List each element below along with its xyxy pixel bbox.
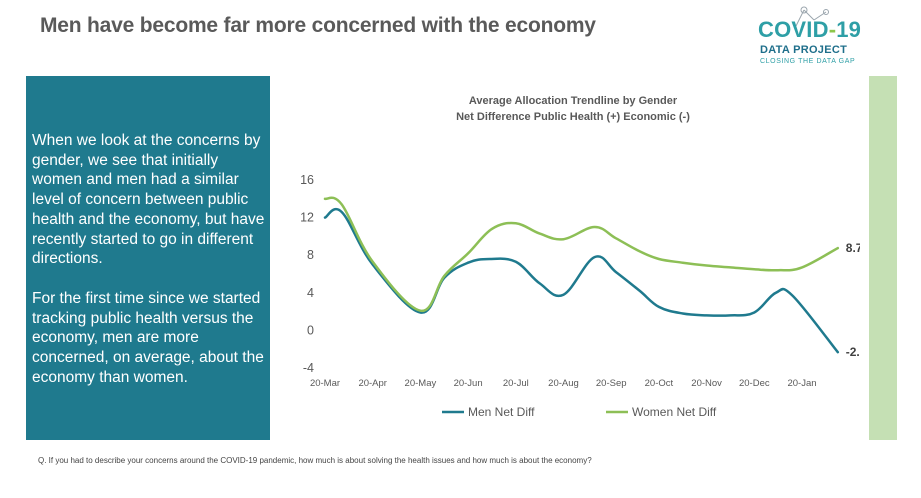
y-tick-label: 0 (307, 323, 314, 337)
x-tick-label: 20-May (405, 378, 437, 389)
women-net-diff-line (323, 196, 840, 312)
allocation-trendline-chart: Average Allocation Trendline by Gender N… (300, 95, 860, 419)
y-axis: 16 12 8 4 0 -4 (300, 173, 314, 375)
x-tick-label: 20-Jun (454, 378, 483, 389)
y-tick-label: 16 (300, 173, 314, 187)
legend-label: Women Net Diff (632, 405, 717, 419)
page-title: Men have become far more concerned with … (40, 14, 596, 37)
x-axis: 20-Mar 20-Apr 20-May 20-Jun 20-Jul 20-Aug 20-S… (310, 378, 817, 389)
y-tick-label: 4 (307, 286, 314, 300)
chart-legend: Men Net Diff Women Net Diff (442, 405, 717, 419)
chart-subtitle: Net Difference Public Health (+) Economi… (456, 111, 690, 123)
summary-panel: When we look at the concerns by gender, … (26, 76, 270, 440)
summary-paragraph-1: When we look at the concerns by gender, … (32, 132, 265, 268)
survey-question-footnote: Q. If you had to describe your concerns … (38, 456, 592, 465)
x-tick-label: 20-Jul (503, 378, 529, 389)
x-tick-label: 20-Mar (310, 378, 340, 389)
logo-subtitle: DATA PROJECT (760, 44, 848, 56)
women-end-value-label: 8.76 (846, 241, 860, 255)
series-lines (323, 196, 840, 354)
network-icon (795, 6, 829, 27)
covid19-data-project-logo: COVID-19 DATA PROJECT CLOSING THE DATA G… (752, 6, 882, 72)
x-tick-label: 20-Oct (645, 378, 674, 389)
end-labels: -2.32 8.76 (846, 241, 860, 359)
chart-title: Average Allocation Trendline by Gender (469, 95, 678, 107)
decorative-side-bar (869, 76, 897, 440)
logo-tagline: CLOSING THE DATA GAP (760, 58, 856, 65)
y-tick-label: -4 (303, 361, 314, 375)
x-tick-label: 20-Jan (787, 378, 816, 389)
y-tick-label: 8 (307, 248, 314, 262)
y-tick-label: 12 (300, 211, 314, 225)
men-end-value-label: -2.32 (846, 345, 860, 359)
x-tick-label: 20-Sep (596, 378, 627, 389)
summary-paragraph-2: For the first time since we started trac… (32, 290, 264, 386)
x-tick-label: 20-Nov (691, 378, 722, 389)
x-tick-label: 20-Dec (739, 378, 770, 389)
logo-wordmark: COVID-19 (758, 17, 862, 42)
legend-label: Men Net Diff (468, 405, 535, 419)
x-tick-label: 20-Apr (358, 378, 387, 389)
x-tick-label: 20-Aug (548, 378, 579, 389)
